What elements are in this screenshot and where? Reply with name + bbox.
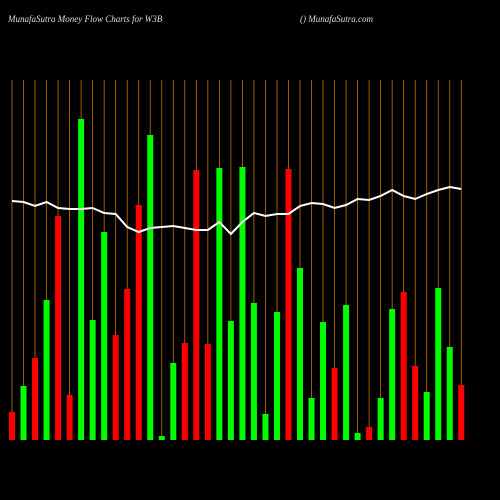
bar <box>9 412 15 440</box>
bar <box>366 427 373 440</box>
bar <box>285 169 292 440</box>
bar <box>170 363 177 440</box>
bar <box>239 167 246 440</box>
bar <box>124 289 131 440</box>
bar <box>158 436 165 440</box>
bar <box>377 398 384 440</box>
bar <box>181 343 188 440</box>
bar <box>89 320 96 440</box>
bar <box>389 309 396 440</box>
bar <box>343 305 350 440</box>
bar <box>204 344 211 440</box>
bar <box>435 288 442 440</box>
bar <box>227 321 234 440</box>
bar <box>262 414 269 440</box>
chart-title: MunafaSutra Money Flow Charts for W3B <box>7 14 163 24</box>
bar <box>193 170 200 440</box>
bar <box>446 347 453 440</box>
bar <box>297 268 303 440</box>
bar <box>20 386 27 440</box>
bar <box>216 168 223 440</box>
bar <box>412 366 419 440</box>
bar <box>250 303 257 440</box>
bar <box>135 205 142 440</box>
bar <box>273 312 280 440</box>
bar <box>320 322 327 440</box>
bar <box>331 368 338 440</box>
bar <box>55 216 62 440</box>
bar <box>400 292 407 440</box>
bar <box>32 358 39 440</box>
bar <box>458 385 465 440</box>
bar <box>112 335 119 440</box>
bar <box>101 232 108 440</box>
bar <box>78 119 85 440</box>
bar <box>66 395 73 440</box>
bar <box>43 300 50 440</box>
money-flow-line <box>11 185 462 236</box>
bar <box>308 398 315 440</box>
bar <box>423 392 430 440</box>
bar <box>354 433 361 440</box>
bar <box>147 135 154 440</box>
chart-subtitle: () MunafaSutra.com <box>300 14 373 24</box>
